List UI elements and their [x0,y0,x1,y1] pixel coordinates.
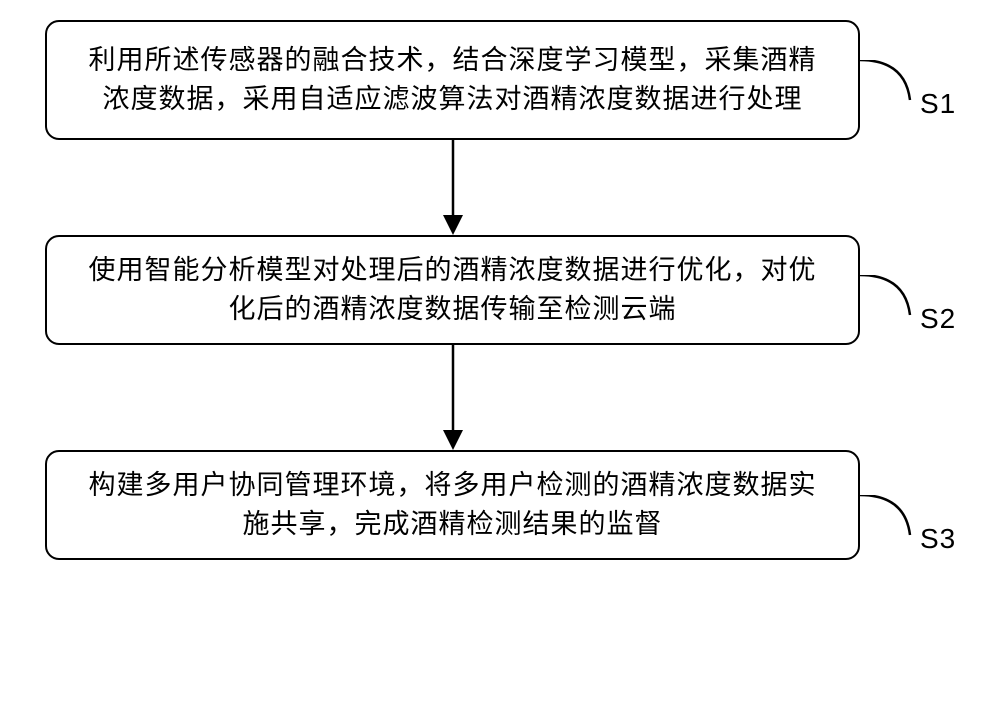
step-text-s3: 构建多用户协同管理环境，将多用户检测的酒精浓度数据实施共享，完成酒精检测结果的监… [75,466,830,544]
step-label-s2: S2 [920,303,956,335]
connector-s2 [860,275,920,335]
arrow-s2-s3 [45,345,860,450]
flowchart-container: 利用所述传感器的融合技术，结合深度学习模型，采集酒精浓度数据，采用自适应滤波算法… [45,20,955,560]
step-text-s2: 使用智能分析模型对处理后的酒精浓度数据进行优化，对优化后的酒精浓度数据传输至检测… [75,251,830,329]
step-text-s1: 利用所述传感器的融合技术，结合深度学习模型，采集酒精浓度数据，采用自适应滤波算法… [75,41,830,119]
step-label-s1: S1 [920,88,956,120]
step-box-s2: 使用智能分析模型对处理后的酒精浓度数据进行优化，对优化后的酒精浓度数据传输至检测… [45,235,860,345]
step-box-s1: 利用所述传感器的融合技术，结合深度学习模型，采集酒精浓度数据，采用自适应滤波算法… [45,20,860,140]
connector-s3 [860,495,920,555]
step-box-s3: 构建多用户协同管理环境，将多用户检测的酒精浓度数据实施共享，完成酒精检测结果的监… [45,450,860,560]
step-label-s3: S3 [920,523,956,555]
arrow-s1-s2 [45,140,860,235]
connector-s1 [860,60,920,120]
